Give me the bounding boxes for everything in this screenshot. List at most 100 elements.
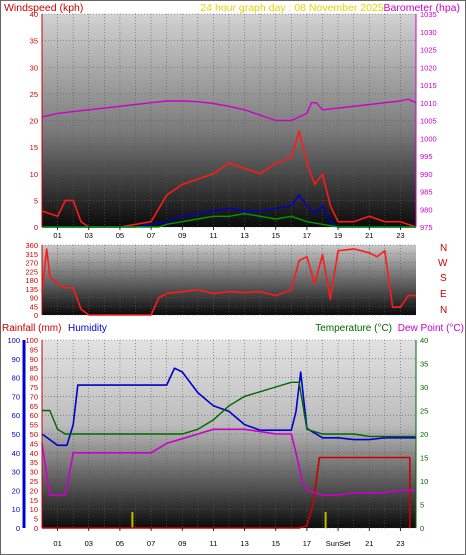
axes: 0510152025303540975980985990995100010051… — [7, 10, 436, 548]
humidity-tick-label: 70 — [30, 392, 38, 401]
wind-tick-label: 20 — [30, 117, 38, 126]
lower-hour-label: 15 — [272, 539, 280, 548]
rain-tick-label: 80 — [12, 374, 20, 383]
lower-hour-label: 21 — [365, 539, 373, 548]
wind-axis-title: Windspeed (kph) — [4, 2, 83, 14]
humidity-tick-label: 95 — [30, 345, 38, 354]
wind-tick-label: 15 — [30, 143, 38, 152]
rain-tick-label: 100 — [7, 336, 20, 345]
wind-hour-label: 19 — [334, 231, 342, 240]
rain-tick-label: 20 — [12, 486, 20, 495]
temperature-line — [42, 381, 416, 438]
temp-axis-title: Temperature (°C) — [315, 323, 392, 334]
dir-tick-label: 45 — [30, 302, 38, 311]
humidity-tick-label: 85 — [30, 364, 38, 373]
baro-tick-label: 1030 — [420, 28, 437, 37]
baro-tick-label: 1025 — [420, 46, 437, 55]
humidity-tick-label: 45 — [30, 439, 38, 448]
wind-tick-label: 25 — [30, 90, 38, 99]
compass-letters: N W S E N — [438, 243, 448, 316]
dir-tick-label: 135 — [25, 285, 38, 294]
temp-tick-label: 10 — [420, 477, 428, 486]
rain-tick-label: 60 — [12, 411, 20, 420]
wind-tick-label: 35 — [30, 37, 38, 46]
temp-tick-label: 40 — [420, 336, 428, 345]
lower-hour-label: 09 — [178, 539, 186, 548]
temp-tick-label: 0 — [420, 524, 424, 533]
dew-axis-title: Dew Point (°C) — [398, 323, 464, 334]
compass-letter-e: E — [440, 289, 447, 300]
humidity-tick-label: 15 — [30, 496, 38, 505]
lower-hour-label: 17 — [303, 539, 311, 548]
lower-hour-label: 13 — [240, 539, 248, 548]
baro-tick-label: 1035 — [420, 10, 437, 19]
wind-hour-label: 03 — [85, 231, 93, 240]
wind-tick-label: 0 — [34, 223, 38, 232]
baro-tick-label: 990 — [420, 170, 433, 179]
wind-hour-label: 21 — [365, 231, 373, 240]
compass-letter-n-bottom: N — [440, 305, 447, 316]
wind-tick-label: 40 — [30, 10, 38, 19]
rain-tick-label: 90 — [12, 355, 20, 364]
humidity-tick-label: 50 — [30, 430, 38, 439]
baro-tick-label: 1015 — [420, 81, 437, 90]
wind-direction-line — [41, 248, 416, 316]
dir-tick-label: 90 — [30, 294, 38, 303]
humidity-tick-label: 100 — [25, 336, 38, 345]
temp-tick-label: 20 — [420, 430, 428, 439]
series-lines — [41, 98, 417, 529]
lower-hour-label: 23 — [396, 539, 404, 548]
barometer-line — [41, 98, 417, 122]
rain-tick-label: 10 — [12, 505, 20, 514]
humidity-tick-label: 65 — [30, 402, 38, 411]
lower-hour-label: 03 — [85, 539, 93, 548]
graph-date-title: 24 hour graph day : 08 November 2025 — [200, 2, 383, 14]
rain-tick-label: 30 — [12, 468, 20, 477]
temp-tick-label: 25 — [420, 407, 428, 416]
humidity-tick-label: 0 — [34, 524, 38, 533]
baro-tick-label: 980 — [420, 205, 433, 214]
baro-tick-label: 975 — [420, 223, 433, 232]
humidity-tick-label: 35 — [30, 458, 38, 467]
rain-tick-label: 40 — [12, 449, 20, 458]
lower-hour-label: 11 — [210, 539, 218, 548]
humidity-tick-label: 90 — [30, 355, 38, 364]
wind-tick-label: 30 — [30, 63, 38, 72]
humidity-tick-label: 60 — [30, 411, 38, 420]
dir-tick-label: 315 — [25, 250, 38, 259]
humidity-tick-label: 55 — [30, 421, 38, 430]
baro-axis-title: Barometer (hpa) — [384, 2, 460, 14]
wind-hour-label: 07 — [147, 231, 155, 240]
temp-tick-label: 30 — [420, 383, 428, 392]
wind-hour-label: 17 — [303, 231, 311, 240]
lower-hour-label: 07 — [147, 539, 155, 548]
compass-letter-n-top: N — [440, 243, 447, 254]
humidity-tick-label: 25 — [30, 477, 38, 486]
dew-point-line — [41, 428, 416, 496]
wind-hour-label: 13 — [240, 231, 248, 240]
humidity-tick-label: 30 — [30, 468, 38, 477]
temp-tick-label: 35 — [420, 360, 428, 369]
lower-hour-label: 05 — [116, 539, 124, 548]
lower-hour-label: 01 — [53, 539, 61, 548]
wind-low-line — [42, 212, 416, 228]
rain-axis-title: Rainfall (mm) — [2, 323, 61, 334]
dir-tick-label: 360 — [25, 241, 38, 250]
humidity-tick-label: 80 — [30, 374, 38, 383]
dir-tick-label: 180 — [25, 276, 38, 285]
temp-tick-label: 5 — [420, 501, 424, 510]
lower-hour-label: SunSet — [326, 539, 352, 548]
wind-tick-label: 5 — [34, 196, 38, 205]
baro-tick-label: 1020 — [420, 63, 437, 72]
temp-tick-label: 15 — [420, 454, 428, 463]
wind-hour-label: 01 — [53, 231, 61, 240]
wind-hour-label: 23 — [396, 231, 404, 240]
wind-tick-label: 10 — [30, 170, 38, 179]
dir-tick-label: 0 — [34, 311, 38, 320]
wind-hour-label: 15 — [272, 231, 280, 240]
humidity-tick-label: 75 — [30, 383, 38, 392]
wind-average-line — [42, 194, 416, 228]
baro-tick-label: 985 — [420, 188, 433, 197]
rainfall-line — [42, 456, 411, 529]
